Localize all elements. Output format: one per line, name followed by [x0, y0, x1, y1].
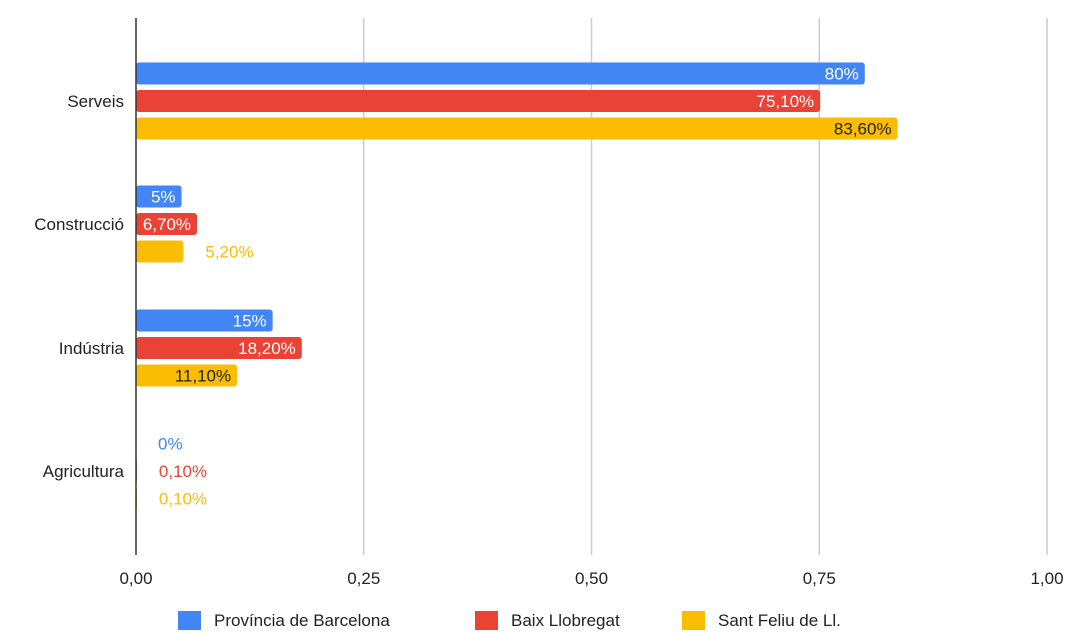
bar-value-label: 5%: [151, 188, 176, 207]
bar: [136, 309, 273, 332]
x-tick-label: 0,75: [803, 569, 836, 588]
bar: [136, 117, 898, 140]
bar-value-label: 5,20%: [205, 243, 253, 262]
category-label: Indústria: [59, 339, 125, 358]
bar-value-label: 80%: [825, 65, 859, 84]
category-label: Agricultura: [43, 462, 125, 481]
category-labels: Serveis Construcció Indústria Agricultura: [34, 92, 124, 481]
bar: [136, 364, 238, 387]
legend-label: Baix Llobregat: [511, 611, 620, 630]
category-label: Serveis: [67, 92, 124, 111]
bar-value-label: 15%: [233, 312, 267, 331]
bar-value-label: 83,60%: [834, 120, 892, 139]
bar: [136, 90, 821, 112]
legend-swatch: [475, 611, 498, 630]
bar: [136, 62, 865, 85]
bars: [136, 62, 898, 510]
bar-value-label: 0%: [158, 435, 183, 454]
bar: [136, 240, 184, 263]
bar-value-label: 18,20%: [238, 339, 296, 358]
data-labels: 80% 75,10% 83,60% 5% 6,70% 5,20% 15% 18,20% 11,1…: [143, 65, 892, 509]
legend-swatch: [178, 611, 201, 630]
x-tick-label: 0,50: [575, 569, 608, 588]
x-tick-labels: 0,00 0,25 0,50 0,75 1,00: [119, 569, 1063, 588]
legend-swatch: [682, 611, 705, 630]
legend: Província de Barcelona Baix Llobregat Sant…: [178, 611, 841, 630]
x-tick-label: 1,00: [1030, 569, 1063, 588]
bar-value-label: 75,10%: [756, 92, 814, 111]
x-tick-label: 0,25: [347, 569, 380, 588]
bar: [136, 213, 198, 235]
bar: [136, 185, 182, 208]
legend-label: Província de Barcelona: [214, 611, 390, 630]
bar-value-label: 6,70%: [143, 215, 191, 234]
bar-value-label: 0,10%: [159, 490, 207, 509]
x-tick-label: 0,00: [119, 569, 152, 588]
legend-label: Sant Feliu de Ll.: [718, 611, 841, 630]
bar-value-label: 11,10%: [175, 367, 231, 386]
bar-value-label: 0,10%: [159, 462, 207, 481]
category-label: Construcció: [34, 215, 124, 234]
bar: [136, 337, 302, 359]
